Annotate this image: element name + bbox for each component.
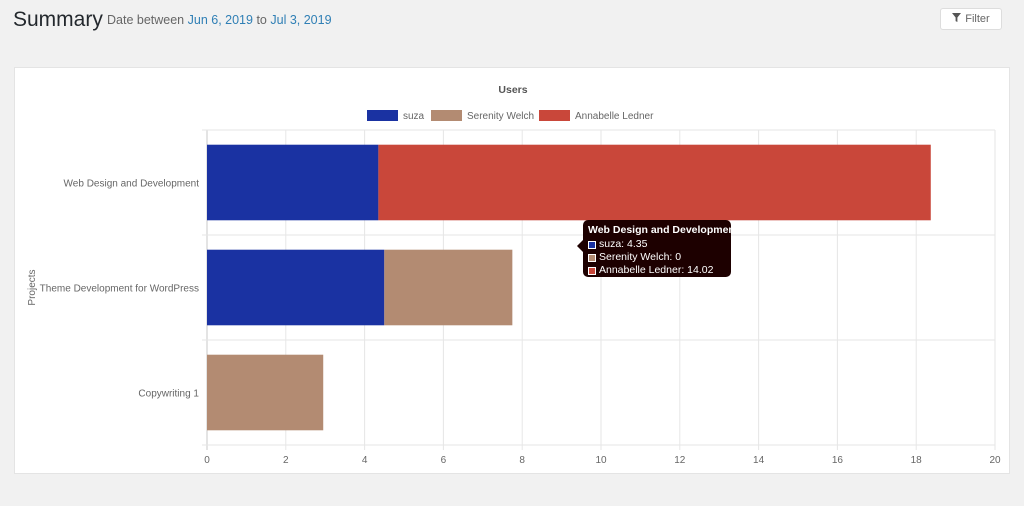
tooltip-swatch-annabelle [588, 266, 596, 275]
legend-swatch [539, 110, 570, 121]
legend-label: Serenity Welch [467, 111, 534, 122]
chart-tooltip: Web Design and Development suza: 4.35 Se… [577, 220, 739, 277]
users-chart: 0 2 4 6 8 10 12 14 16 18 20 Web Design and Developm… [27, 84, 1001, 466]
date-range: Date between Jun 6, 2019 to Jul 3, 2019 [107, 13, 332, 27]
bar-segment [207, 144, 379, 221]
chart-title: Users [498, 84, 527, 96]
page-title: Summary [13, 8, 103, 31]
tooltip-title: Web Design and Development [588, 224, 739, 236]
tooltip-row: Serenity Welch: 0 [588, 251, 726, 264]
filter-icon [952, 13, 962, 25]
x-tick-label: 20 [989, 455, 1001, 466]
x-tick-label: 18 [911, 455, 923, 466]
tooltip-row: suza: 4.35 [588, 238, 726, 251]
x-tick-label: 16 [832, 455, 844, 466]
filter-button[interactable]: Filter [940, 8, 1002, 30]
bar-segment [207, 354, 324, 431]
tooltip-swatch-suza [588, 240, 596, 249]
date-start-link[interactable]: Jun 6, 2019 [187, 13, 253, 27]
x-tick-label: 8 [519, 455, 525, 466]
tooltip-row-label: Annabelle Ledner: 14.02 [599, 264, 714, 276]
x-tick-label: 0 [204, 455, 210, 466]
bar-segment [378, 144, 931, 221]
y-axis-title: Projects [27, 269, 38, 305]
x-tick-label: 10 [595, 455, 607, 466]
tooltip-row: Annabelle Ledner: 14.02 [588, 264, 726, 277]
x-tick-label: 4 [362, 455, 368, 466]
page-header: Summary Date between Jun 6, 2019 to Jul … [0, 0, 1024, 50]
tooltip-row-label: Serenity Welch: 0 [599, 251, 682, 263]
y-tick-label: Web Design and Development [64, 179, 200, 190]
date-to: to [256, 13, 267, 27]
x-tick-label: 6 [441, 455, 447, 466]
date-end-link[interactable]: Jul 3, 2019 [270, 13, 332, 27]
x-tick-label: 14 [753, 455, 765, 466]
tooltip-swatch-serenity [588, 253, 596, 262]
chart-card: 0 2 4 6 8 10 12 14 16 18 20 Web Design and Developm… [14, 67, 1010, 474]
x-tick-label: 12 [674, 455, 686, 466]
tooltip-row-label: suza: 4.35 [599, 238, 648, 250]
legend-label: suza [403, 111, 425, 122]
x-tick-label: 2 [283, 455, 289, 466]
filter-label: Filter [965, 13, 990, 25]
date-prefix: Date between [107, 13, 185, 27]
bar-segment [384, 249, 513, 326]
legend-swatch [367, 110, 398, 121]
legend-label: Annabelle Ledner [575, 111, 654, 122]
y-tick-label: Copywriting 1 [138, 389, 199, 400]
bar-segment [207, 249, 385, 326]
y-tick-label: Theme Development for WordPress [40, 284, 199, 295]
legend-swatch [431, 110, 462, 121]
